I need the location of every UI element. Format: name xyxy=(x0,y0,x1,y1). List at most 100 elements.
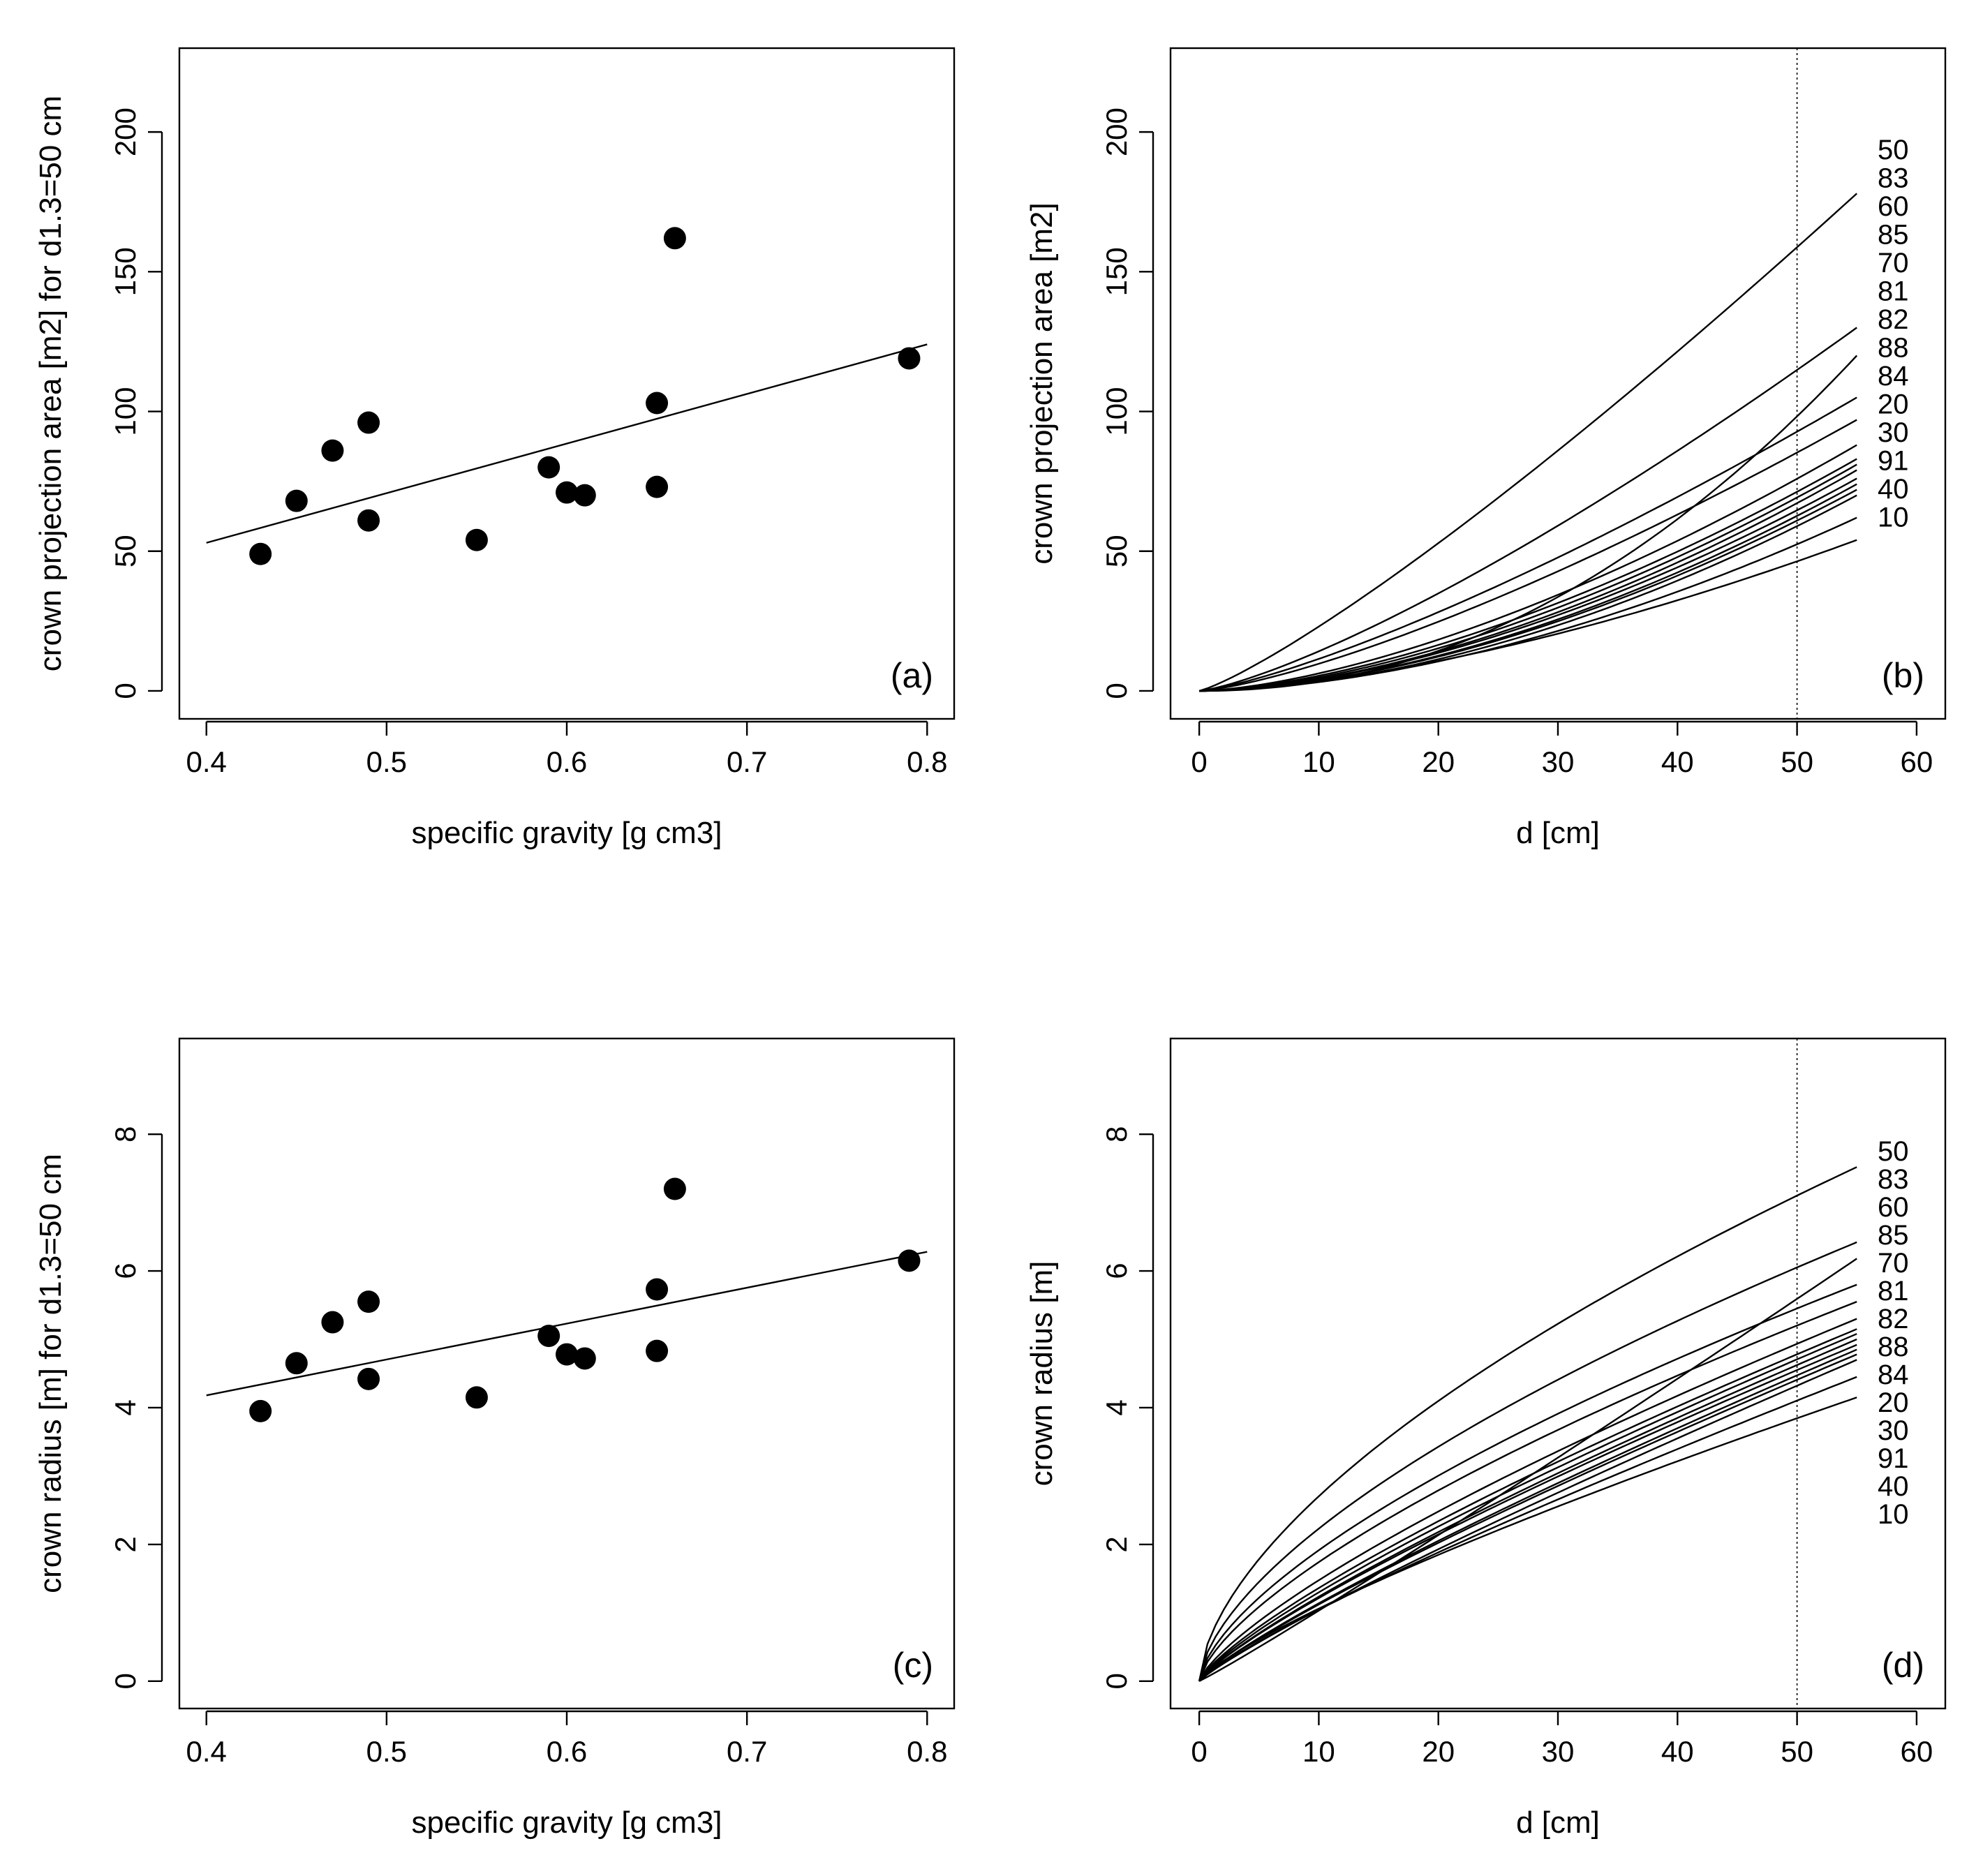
curve-label: 84 xyxy=(1878,361,1909,392)
panel-a: 0.4 0.5 0.6 0.7 0.8 0 50 100 150 200 specific grav… xyxy=(34,47,956,850)
curve-label: 84 xyxy=(1878,1360,1909,1390)
curve-label: 70 xyxy=(1878,1248,1909,1279)
data-point xyxy=(249,542,272,565)
plot-frame xyxy=(178,1037,956,1710)
growth-curve xyxy=(1198,1258,1857,1682)
data-point xyxy=(556,1343,578,1366)
x-tick-label: 10 xyxy=(1302,1735,1335,1768)
growth-curve xyxy=(1198,1241,1857,1682)
y-tick-label: 8 xyxy=(1100,1126,1133,1142)
curve-label: 81 xyxy=(1878,276,1909,307)
data-point xyxy=(321,439,344,462)
y-tick-label: 0 xyxy=(1100,683,1133,699)
data-point xyxy=(646,1339,669,1362)
curve-label: 83 xyxy=(1878,163,1909,194)
data-point xyxy=(537,1325,560,1348)
regression-line xyxy=(206,343,928,544)
growth-curve xyxy=(1198,1338,1857,1682)
y-tick-label: 100 xyxy=(1100,387,1133,436)
x-tick-label: 30 xyxy=(1542,1735,1575,1768)
x-tick-label: 0.6 xyxy=(547,745,587,778)
x-tick-label: 0 xyxy=(1191,1735,1207,1768)
growth-curve xyxy=(1198,1283,1857,1682)
data-point xyxy=(898,1249,921,1272)
curve-label: 40 xyxy=(1878,474,1909,505)
growth-curve xyxy=(1198,1353,1857,1682)
x-axis-title: specific gravity [g cm3] xyxy=(411,1806,722,1840)
y-tick-label: 2 xyxy=(109,1536,142,1552)
y-tick-label: 50 xyxy=(1100,535,1133,567)
y-axis-title: crown radius [m] for d1.3=50 cm xyxy=(34,1154,68,1593)
curve-label: 40 xyxy=(1878,1471,1909,1502)
curve-label: 88 xyxy=(1878,333,1909,364)
growth-curve xyxy=(1198,1328,1857,1682)
x-tick-label: 60 xyxy=(1901,1735,1933,1768)
growth-curve xyxy=(1199,516,1857,692)
curve-label: 20 xyxy=(1878,389,1909,420)
data-point xyxy=(573,484,596,507)
data-point xyxy=(357,1367,380,1390)
x-tick-label: 0.4 xyxy=(186,745,227,778)
plot-frame xyxy=(1169,47,1947,720)
growth-curve xyxy=(1199,539,1857,692)
x-tick-label: 0.6 xyxy=(547,1735,587,1768)
data-point xyxy=(646,392,669,415)
x-tick-label: 0.5 xyxy=(366,745,407,778)
plot-frame xyxy=(178,47,956,720)
x-axis-title: specific gravity [g cm3] xyxy=(411,816,722,850)
curve-label: 50 xyxy=(1878,1136,1909,1167)
y-tick-label: 6 xyxy=(109,1263,142,1279)
growth-curve xyxy=(1199,444,1857,692)
data-point xyxy=(465,1386,488,1409)
x-tick-label: 30 xyxy=(1542,745,1575,778)
growth-curve xyxy=(1198,396,1857,692)
y-tick-label: 50 xyxy=(109,535,142,567)
growth-curve xyxy=(1199,463,1857,692)
x-tick-label: 0.5 xyxy=(366,1735,407,1768)
y-tick-label: 6 xyxy=(1100,1263,1133,1279)
plot-frame xyxy=(1169,1037,1947,1710)
data-point xyxy=(556,481,578,504)
curve-label: 20 xyxy=(1878,1387,1909,1418)
data-point xyxy=(357,509,380,532)
data-point xyxy=(646,475,669,498)
data-point xyxy=(465,528,488,551)
x-tick-label: 10 xyxy=(1302,745,1335,778)
y-tick-label: 200 xyxy=(109,107,142,156)
x-tick-label: 40 xyxy=(1661,745,1694,778)
x-tick-label: 40 xyxy=(1661,1735,1694,1768)
data-point xyxy=(663,227,686,250)
y-tick-label: 0 xyxy=(1100,1673,1133,1689)
y-tick-label: 4 xyxy=(1100,1399,1133,1415)
panel-c: 0.4 0.5 0.6 0.7 0.8 0 2 4 6 8 specific gravity [g … xyxy=(34,1037,956,1840)
growth-curve xyxy=(1198,1318,1857,1682)
x-tick-label: 60 xyxy=(1901,745,1933,778)
curve-label: 50 xyxy=(1878,135,1909,165)
curve-label: 60 xyxy=(1878,191,1909,222)
x-tick-label: 20 xyxy=(1422,745,1455,778)
data-point xyxy=(663,1177,686,1200)
y-tick-label: 200 xyxy=(1100,107,1133,156)
y-axis-title: crown radius [m] xyxy=(1025,1261,1059,1487)
growth-curve xyxy=(1198,1348,1857,1682)
data-point xyxy=(573,1347,596,1370)
curve-label: 10 xyxy=(1878,1499,1909,1530)
growth-curve xyxy=(1199,477,1857,692)
x-tick-label: 0.7 xyxy=(727,745,767,778)
y-tick-label: 150 xyxy=(109,247,142,296)
y-tick-label: 4 xyxy=(109,1399,142,1415)
y-tick-label: 2 xyxy=(1100,1536,1133,1552)
x-tick-label: 0.8 xyxy=(907,745,947,778)
data-point xyxy=(537,456,560,479)
y-axis-title: crown projection area [m2] xyxy=(1025,202,1059,564)
y-tick-label: 150 xyxy=(1100,247,1133,296)
growth-curve xyxy=(1198,1376,1857,1682)
curve-label: 82 xyxy=(1878,304,1909,335)
curve-label: 82 xyxy=(1878,1304,1909,1334)
growth-curve xyxy=(1198,1166,1857,1682)
y-tick-label: 0 xyxy=(109,683,142,699)
x-tick-label: 0.8 xyxy=(907,1735,947,1768)
